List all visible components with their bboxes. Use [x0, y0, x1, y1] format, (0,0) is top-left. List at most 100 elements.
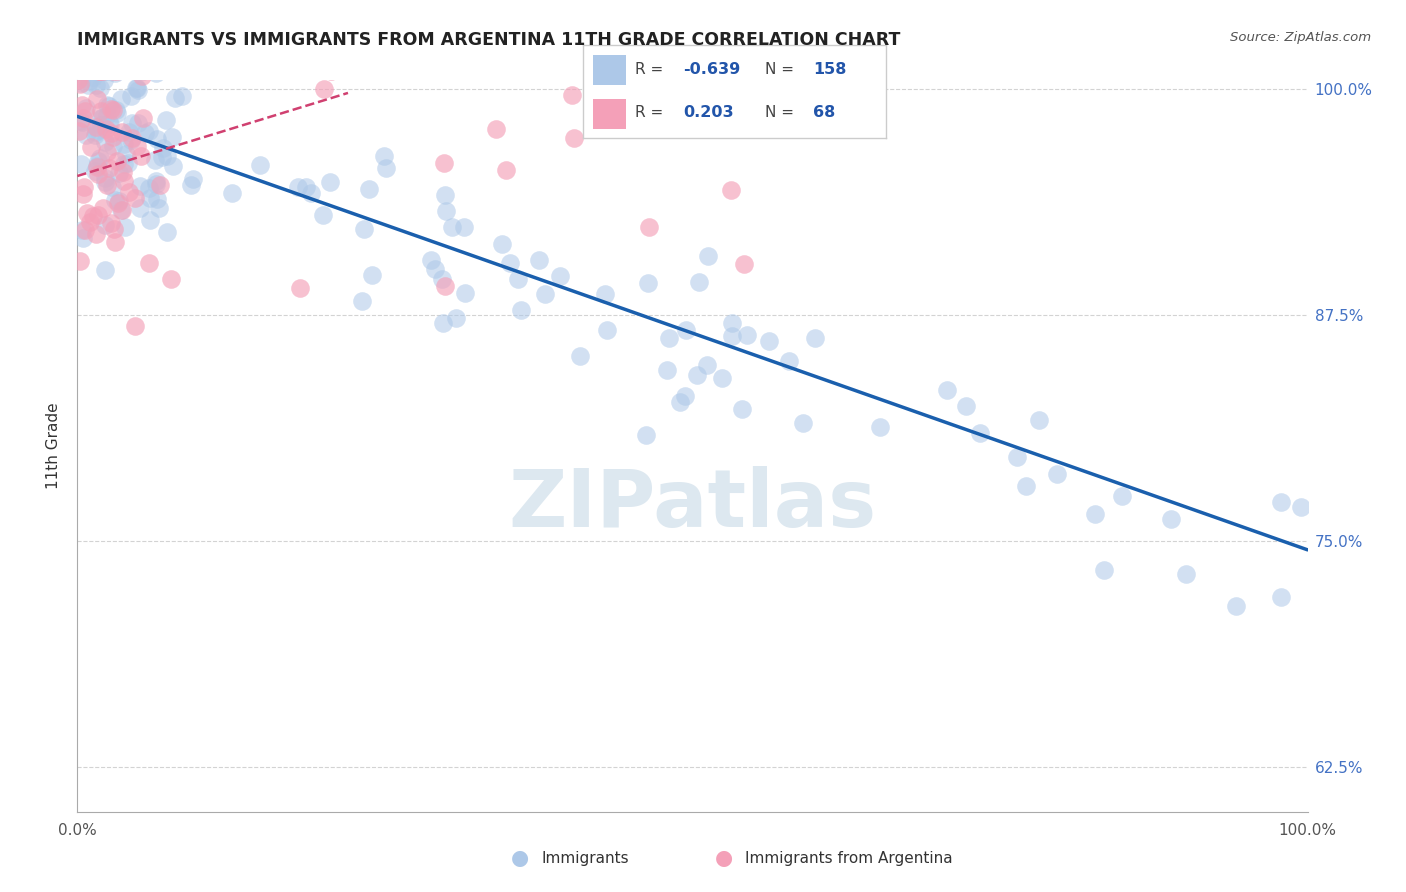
- Point: [84, 78, 107, 92]
- Point: [98, 116, 121, 130]
- Text: ●: ●: [716, 848, 733, 868]
- Point: [132, 112, 155, 126]
- Point: [495, 162, 517, 177]
- Point: [1160, 512, 1182, 526]
- Text: ZIPatlas: ZIPatlas: [509, 466, 876, 543]
- Point: [86, 167, 108, 181]
- Point: [129, 179, 152, 194]
- Point: [94, 135, 117, 149]
- Text: Source: ZipAtlas.com: Source: ZipAtlas.com: [1230, 31, 1371, 45]
- Point: [129, 201, 152, 215]
- Point: [562, 131, 585, 145]
- Point: [94, 121, 117, 136]
- Point: [76, 206, 98, 220]
- Point: [373, 149, 395, 163]
- Point: [131, 70, 153, 84]
- Point: [132, 64, 155, 78]
- Point: [446, 310, 468, 325]
- Point: [70, 115, 93, 129]
- Point: [94, 175, 117, 189]
- Point: [432, 156, 454, 170]
- Text: R =: R =: [636, 62, 668, 78]
- Text: N =: N =: [765, 105, 799, 120]
- Point: [84, 64, 107, 78]
- Point: [84, 227, 107, 242]
- Point: [72, 186, 94, 201]
- Point: [162, 129, 184, 144]
- Point: [90, 112, 112, 126]
- Point: [105, 105, 128, 120]
- Point: [778, 354, 800, 368]
- Point: [101, 129, 124, 144]
- Point: [69, 253, 91, 268]
- Point: [105, 103, 128, 118]
- Point: [634, 428, 657, 442]
- Point: [548, 268, 571, 283]
- Point: [955, 399, 977, 413]
- Point: [696, 358, 718, 372]
- Point: [84, 164, 107, 178]
- Point: [104, 194, 127, 208]
- Point: [93, 72, 115, 87]
- Point: [86, 159, 108, 173]
- Point: [70, 223, 93, 237]
- Point: [112, 157, 135, 171]
- Text: Immigrants: Immigrants: [541, 851, 628, 865]
- Point: [287, 180, 309, 194]
- Point: [124, 319, 146, 334]
- Point: [155, 225, 177, 239]
- FancyBboxPatch shape: [592, 55, 626, 85]
- Point: [721, 316, 744, 330]
- Point: [688, 275, 710, 289]
- Point: [138, 256, 160, 270]
- Point: [146, 132, 169, 146]
- Point: [84, 128, 107, 143]
- Point: [66, 72, 89, 87]
- Point: [658, 331, 681, 345]
- Point: [758, 334, 780, 348]
- Point: [731, 402, 754, 417]
- Point: [94, 64, 117, 78]
- Point: [485, 121, 508, 136]
- Point: [969, 425, 991, 440]
- Point: [1092, 563, 1115, 577]
- Point: [735, 327, 758, 342]
- Point: [91, 64, 114, 78]
- Point: [314, 82, 336, 96]
- Point: [120, 132, 142, 146]
- Point: [70, 76, 93, 90]
- Point: [118, 186, 141, 200]
- Point: [77, 78, 100, 92]
- Point: [86, 208, 108, 222]
- Point: [108, 166, 131, 180]
- Point: [90, 118, 112, 132]
- Point: [720, 328, 742, 343]
- Y-axis label: 11th Grade: 11th Grade: [46, 402, 62, 490]
- Point: [1084, 507, 1107, 521]
- Point: [595, 323, 617, 337]
- Point: [89, 80, 111, 95]
- Point: [75, 101, 97, 115]
- Point: [561, 88, 583, 103]
- Point: [221, 186, 243, 200]
- Text: 0.203: 0.203: [683, 105, 734, 120]
- Point: [673, 389, 696, 403]
- Point: [91, 202, 114, 216]
- Point: [733, 256, 755, 270]
- Point: [69, 113, 91, 128]
- Point: [70, 64, 93, 78]
- Point: [98, 99, 121, 113]
- Point: [96, 108, 118, 122]
- Point: [73, 180, 96, 194]
- Text: R =: R =: [636, 105, 668, 120]
- Point: [434, 203, 457, 218]
- Point: [124, 191, 146, 205]
- Text: ●: ●: [512, 848, 529, 868]
- Point: [318, 175, 340, 189]
- Point: [103, 64, 125, 78]
- Point: [506, 272, 529, 286]
- Point: [69, 77, 91, 91]
- Point: [441, 220, 464, 235]
- Point: [720, 183, 742, 197]
- Point: [93, 262, 115, 277]
